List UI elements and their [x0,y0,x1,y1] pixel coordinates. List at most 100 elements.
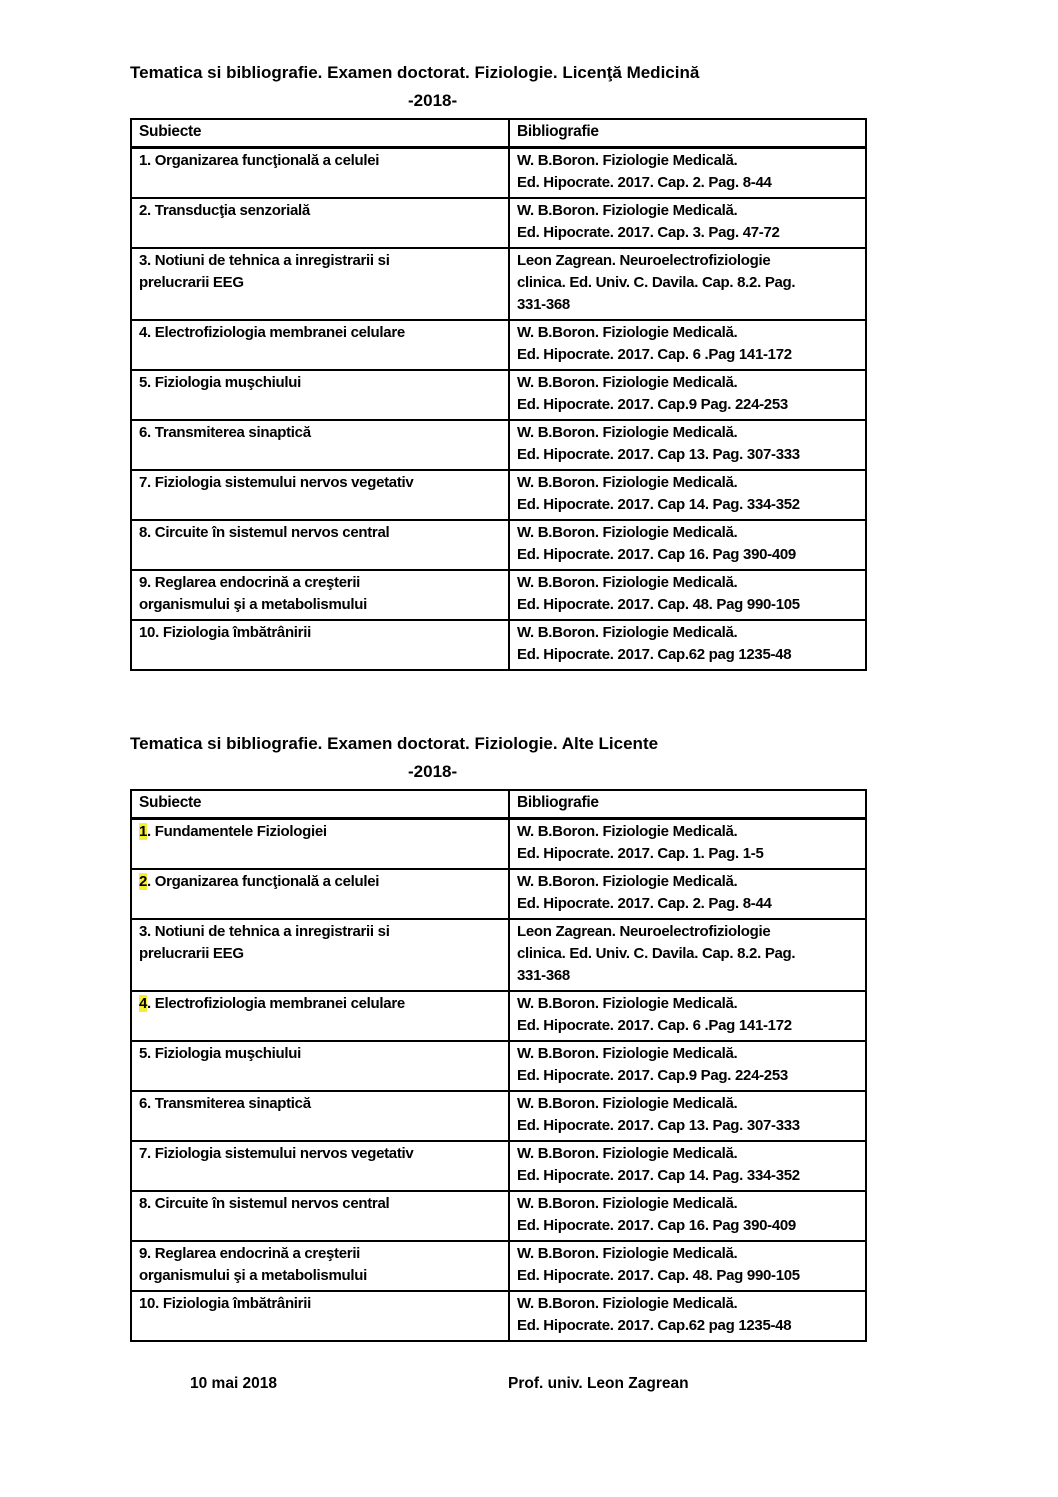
bibliography-cell: W. B.Boron. Fiziologie Medicală. Ed. Hip… [508,817,867,870]
column-header-subjects: Subiecte [130,118,510,149]
column-header-bibliography: Bibliografie [508,789,867,820]
table-row: 4. Electrofiziologia membranei celulare … [130,990,867,1042]
subject-text: . Electrofiziologia membranei celulare [147,995,405,1012]
row-number: 6 [139,424,148,441]
table-row: 2. Transducţia senzorială W. B.Boron. Fi… [130,197,867,249]
row-number: 1 [139,152,148,169]
section-alte-licente: Tematica si bibliografie. Examen doctora… [130,733,1058,1342]
table-row: 7. Fiziologia sistemului nervos vegetati… [130,469,867,521]
bibliography-cell: W. B.Boron. Fiziologie Medicală. Ed. Hip… [508,1040,867,1092]
bibliography-cell: W. B.Boron. Fiziologie Medicală. Ed. Hip… [508,319,867,371]
subject-text: . Fiziologia muşchiului [147,1045,301,1062]
row-number: 9 [139,1245,148,1262]
section-year: -2018- [408,762,458,781]
bibliography-cell: W. B.Boron. Fiziologie Medicală. Ed. Hip… [508,419,867,471]
bibliography-cell: W. B.Boron. Fiziologie Medicală. Ed. Hip… [508,469,867,521]
row-number: 1 [139,823,148,840]
section-title: Tematica si bibliografie. Examen doctora… [130,734,659,753]
row-number: 5 [139,1045,148,1062]
subject-cell: 1. Fundamentele Fiziologiei [130,817,510,870]
row-number: 6 [139,1095,148,1112]
subject-text: . Circuite în sistemul nervos central [147,1195,390,1212]
row-number: 10 [139,624,156,641]
subject-text: . Notiuni de tehnica a inregistrarii si … [139,252,390,291]
table-row: 10. Fiziologia îmbătrânirii W. B.Boron. … [130,619,867,671]
footer-signature: Prof. univ. Leon Zagrean [508,1375,689,1392]
section-licenta-medicina: Tematica si bibliografie. Examen doctora… [130,62,1058,671]
subject-text: . Fiziologia sistemului nervos vegetativ [147,1145,414,1162]
subject-cell: 9. Reglarea endocrină a creşterii organi… [130,1240,510,1292]
topics-bibliography-table: Subiecte Bibliografie 1. Fundamentele Fi… [130,789,867,1342]
subject-text: . Fiziologia îmbătrânirii [155,624,311,641]
bibliography-cell: W. B.Boron. Fiziologie Medicală. Ed. Hip… [508,1090,867,1142]
section-year: -2018- [408,91,458,110]
subject-text: . Transmiterea sinaptică [147,424,311,441]
bibliography-cell: W. B.Boron. Fiziologie Medicală. Ed. Hip… [508,569,867,621]
row-number: 3 [139,252,148,269]
table-row: 8. Circuite în sistemul nervos central W… [130,1190,867,1242]
subject-cell: 1. Organizarea funcţională a celulei [130,146,510,199]
bibliography-cell: Leon Zagrean. Neuroelectrofiziologie cli… [508,918,867,992]
row-number: 10 [139,1295,156,1312]
bibliography-cell: W. B.Boron. Fiziologie Medicală. Ed. Hip… [508,1140,867,1192]
subject-cell: 2. Organizarea funcţională a celulei [130,868,510,920]
row-number: 4 [139,995,148,1012]
table-body: 1. Fundamentele Fiziologiei W. B.Boron. … [130,817,867,1342]
table-row: 1. Organizarea funcţională a celulei W. … [130,146,867,199]
subject-text: . Organizarea funcţională a celulei [147,152,380,169]
row-number: 4 [139,324,148,341]
row-number: 8 [139,1195,148,1212]
table-row: 10. Fiziologia îmbătrânirii W. B.Boron. … [130,1290,867,1342]
subject-text: . Fiziologia îmbătrânirii [155,1295,311,1312]
bibliography-cell: W. B.Boron. Fiziologie Medicală. Ed. Hip… [508,146,867,199]
subject-text: . Transducţia senzorială [147,202,310,219]
document-footer: 10 mai 2018 Prof. univ. Leon Zagrean [130,1374,1058,1394]
row-number: 2 [139,873,148,890]
table-row: 3. Notiuni de tehnica a inregistrarii si… [130,918,867,992]
table-row: 9. Reglarea endocrină a creşterii organi… [130,569,867,621]
subject-cell: 6. Transmiterea sinaptică [130,419,510,471]
row-number: 8 [139,524,148,541]
row-number: 5 [139,374,148,391]
subject-cell: 3. Notiuni de tehnica a inregistrarii si… [130,918,510,992]
subject-text: . Circuite în sistemul nervos central [147,524,390,541]
table-row: 5. Fiziologia muşchiului W. B.Boron. Fiz… [130,1040,867,1092]
subject-cell: 3. Notiuni de tehnica a inregistrarii si… [130,247,510,321]
subject-text: . Organizarea funcţională a celulei [147,873,380,890]
subject-text: . Fundamentele Fiziologiei [147,823,327,840]
subject-cell: 10. Fiziologia îmbătrânirii [130,619,510,671]
subject-text: . Electrofiziologia membranei celulare [147,324,405,341]
bibliography-cell: W. B.Boron. Fiziologie Medicală. Ed. Hip… [508,619,867,671]
subject-cell: 10. Fiziologia îmbătrânirii [130,1290,510,1342]
header-row: Subiecte Bibliografie [130,118,867,149]
bibliography-cell: W. B.Boron. Fiziologie Medicală. Ed. Hip… [508,369,867,421]
table-row: 6. Transmiterea sinaptică W. B.Boron. Fi… [130,419,867,471]
subject-text: . Fiziologia muşchiului [147,374,301,391]
subject-cell: 7. Fiziologia sistemului nervos vegetati… [130,469,510,521]
row-number: 2 [139,202,148,219]
bibliography-cell: W. B.Boron. Fiziologie Medicală. Ed. Hip… [508,990,867,1042]
bibliography-cell: W. B.Boron. Fiziologie Medicală. Ed. Hip… [508,868,867,920]
subject-cell: 6. Transmiterea sinaptică [130,1090,510,1142]
bibliography-cell: W. B.Boron. Fiziologie Medicală. Ed. Hip… [508,519,867,571]
bibliography-cell: W. B.Boron. Fiziologie Medicală. Ed. Hip… [508,197,867,249]
table-row: 2. Organizarea funcţională a celulei W. … [130,868,867,920]
subject-text: . Fiziologia sistemului nervos vegetativ [147,474,414,491]
subject-cell: 4. Electrofiziologia membranei celulare [130,990,510,1042]
table-row: 1. Fundamentele Fiziologiei W. B.Boron. … [130,817,867,870]
subject-cell: 5. Fiziologia muşchiului [130,369,510,421]
subject-cell: 2. Transducţia senzorială [130,197,510,249]
bibliography-cell: W. B.Boron. Fiziologie Medicală. Ed. Hip… [508,1290,867,1342]
header-row: Subiecte Bibliografie [130,789,867,820]
subject-cell: 4. Electrofiziologia membranei celulare [130,319,510,371]
row-number: 9 [139,574,148,591]
footer-date: 10 mai 2018 [190,1375,278,1392]
subject-text: . Notiuni de tehnica a inregistrarii si … [139,923,390,962]
table-row: 5. Fiziologia muşchiului W. B.Boron. Fiz… [130,369,867,421]
subject-cell: 7. Fiziologia sistemului nervos vegetati… [130,1140,510,1192]
table-row: 8. Circuite în sistemul nervos central W… [130,519,867,571]
bibliography-cell: Leon Zagrean. Neuroelectrofiziologie cli… [508,247,867,321]
subject-text: . Transmiterea sinaptică [147,1095,311,1112]
subject-text: . Reglarea endocrină a creşterii organis… [139,1245,367,1284]
table-row: 6. Transmiterea sinaptică W. B.Boron. Fi… [130,1090,867,1142]
